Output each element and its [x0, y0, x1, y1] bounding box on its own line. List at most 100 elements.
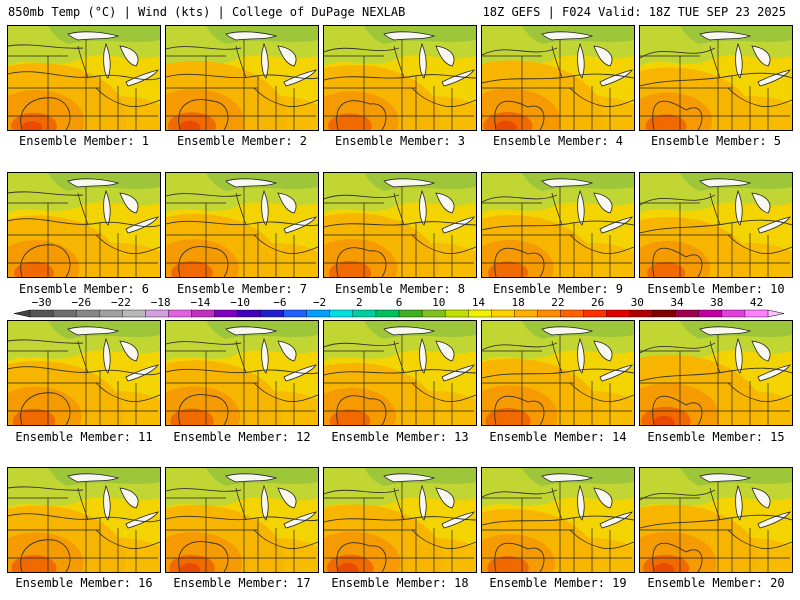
colorbar-swatch [191, 309, 215, 318]
ensemble-member-label: Ensemble Member: 16 [15, 576, 153, 590]
temperature-map [8, 468, 160, 572]
colorbar-swatch [398, 309, 423, 318]
ensemble-member-label: Ensemble Member: 12 [173, 430, 311, 444]
ensemble-member-map [481, 467, 635, 573]
ensemble-member-label: Ensemble Member: 5 [650, 134, 782, 148]
temperature-map [166, 468, 318, 572]
ensemble-member-map [7, 172, 161, 278]
ensemble-member-label: Ensemble Member: 15 [647, 430, 785, 444]
ensemble-member-label: Ensemble Member: 3 [334, 134, 466, 148]
map-title: 850mb Temp (°C) | Wind (kts) | College o… [8, 5, 406, 19]
colorbar-tick-label: −26 [71, 296, 91, 309]
ensemble-member-label: Ensemble Member: 14 [489, 430, 627, 444]
colorbar-swatch [606, 309, 631, 318]
temperature-map [324, 173, 476, 277]
colorbar-swatch [237, 309, 262, 318]
temperature-map [166, 26, 318, 130]
ensemble-member-map [7, 320, 161, 426]
ensemble-member-map [639, 25, 793, 131]
ensemble-member-map [7, 467, 161, 573]
ensemble-member-label: Ensemble Member: 19 [489, 576, 627, 590]
colorbar-tick-label: −10 [230, 296, 250, 309]
colorbar-tick-label: 22 [551, 296, 564, 309]
colorbar-swatch [583, 309, 607, 318]
ensemble-member-map [323, 172, 477, 278]
temperature-map [482, 321, 634, 425]
ensemble-member-label: Ensemble Member: 10 [647, 282, 785, 296]
colorbar-tick-label: −14 [190, 296, 210, 309]
colorbar-tick-label: 34 [670, 296, 684, 309]
colorbar-min-arrow [13, 309, 31, 318]
colorbar-tick-label: −2 [313, 296, 326, 309]
colorbar-tick-label: 18 [512, 296, 525, 309]
temperature-map [640, 173, 792, 277]
temperature-map [166, 321, 318, 425]
ensemble-member-label: Ensemble Member: 13 [331, 430, 469, 444]
colorbar-swatch [168, 309, 192, 318]
run-valid-time: 18Z GEFS | F024 Valid: 18Z TUE SEP 23 20… [482, 5, 786, 19]
colorbar-swatch [260, 309, 285, 318]
temperature-map [482, 468, 634, 572]
colorbar-tick-label: 42 [750, 296, 763, 309]
colorbar-swatch [329, 309, 354, 318]
colorbar-swatch [698, 309, 723, 318]
colorbar-tick-label: −22 [111, 296, 131, 309]
ensemble-member-map [165, 467, 319, 573]
colorbar-tick-label: 10 [432, 296, 445, 309]
colorbar-tick-label: 26 [591, 296, 604, 309]
colorbar-tick-label: 2 [356, 296, 363, 309]
temperature-map [324, 468, 476, 572]
colorbar-swatch [421, 309, 446, 318]
colorbar-swatch [29, 309, 54, 318]
colorbar-swatch [283, 309, 308, 318]
ensemble-member-map [323, 320, 477, 426]
ensemble-member-map [165, 25, 319, 131]
temperature-map [640, 26, 792, 130]
colorbar-tick-label: 14 [472, 296, 486, 309]
ensemble-member-map [639, 467, 793, 573]
colorbar-swatch [122, 309, 146, 318]
ensemble-member-label: Ensemble Member: 17 [173, 576, 311, 590]
colorbar-swatch [98, 309, 123, 318]
ensemble-member-label: Ensemble Member: 4 [492, 134, 624, 148]
temperature-map [8, 173, 160, 277]
ensemble-member-map [481, 320, 635, 426]
temperature-map [324, 26, 476, 130]
ensemble-member-label: Ensemble Member: 9 [492, 282, 624, 296]
colorbar-swatch [675, 309, 700, 318]
colorbar-swatch [352, 309, 377, 318]
ensemble-member-map [481, 25, 635, 131]
colorbar-swatch [629, 309, 654, 318]
ensemble-member-map [165, 172, 319, 278]
ensemble-member-map [7, 25, 161, 131]
ensemble-member-label: Ensemble Member: 6 [18, 282, 150, 296]
colorbar-tick-label: −30 [32, 296, 52, 309]
temperature-map [640, 321, 792, 425]
ensemble-member-label: Ensemble Member: 7 [176, 282, 308, 296]
colorbar-swatch [560, 309, 584, 318]
temperature-map [482, 26, 634, 130]
colorbar-swatch [306, 309, 331, 318]
ensemble-member-label: Ensemble Member: 1 [18, 134, 150, 148]
colorbar-tick-label: 38 [710, 296, 723, 309]
colorbar-swatch [652, 309, 677, 318]
ensemble-member-map [481, 172, 635, 278]
ensemble-member-label: Ensemble Member: 18 [331, 576, 469, 590]
colorbar-tick-label: −6 [273, 296, 286, 309]
colorbar-swatch [514, 309, 538, 318]
colorbar-tick-label: 6 [396, 296, 403, 309]
colorbar-swatch [491, 309, 515, 318]
ensemble-member-label: Ensemble Member: 8 [334, 282, 466, 296]
colorbar-max-arrow [767, 309, 785, 318]
colorbar-swatch [467, 309, 492, 318]
temperature-map [166, 173, 318, 277]
colorbar-swatch [145, 309, 169, 318]
ensemble-member-map [639, 320, 793, 426]
temperature-map [8, 26, 160, 130]
colorbar-tick-label: −18 [151, 296, 171, 309]
colorbar-swatch [537, 309, 561, 318]
temperature-map [8, 321, 160, 425]
ensemble-member-map [639, 172, 793, 278]
colorbar-swatch [214, 309, 238, 318]
